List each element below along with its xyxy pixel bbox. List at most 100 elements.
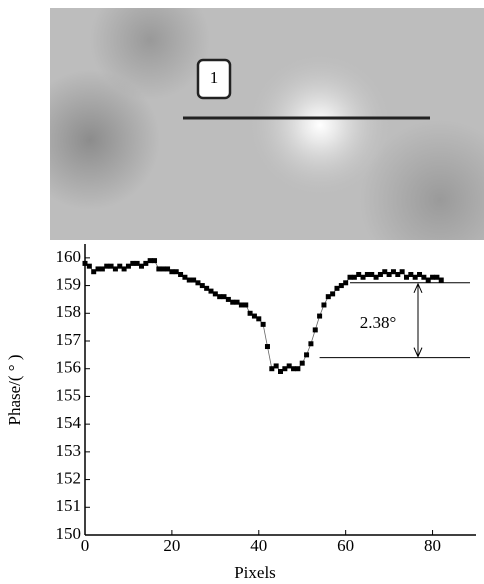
data-point [295, 366, 301, 372]
data-point [403, 274, 409, 280]
data-point [321, 302, 327, 308]
y-tick-label: 155 [56, 385, 82, 404]
data-point [147, 258, 153, 264]
data-point [152, 258, 158, 264]
data-point [178, 271, 184, 277]
data-point [395, 271, 401, 277]
data-point [278, 368, 283, 374]
data-point [195, 280, 201, 286]
arrow-head [413, 347, 423, 358]
data-point [82, 260, 88, 266]
data-point [282, 366, 288, 372]
data-point [425, 277, 431, 283]
data-point [264, 344, 270, 350]
data-point [273, 363, 279, 369]
data-point [238, 302, 244, 308]
data-point [191, 277, 197, 283]
data-point [204, 285, 210, 291]
x-tick-label: 60 [337, 536, 354, 555]
x-tick-label: 0 [81, 536, 90, 555]
data-point [156, 266, 162, 272]
y-tick-label: 160 [56, 247, 82, 266]
data-point [104, 263, 110, 269]
data-point [243, 302, 249, 308]
x-tick-label: 40 [250, 536, 267, 555]
data-point [417, 271, 423, 277]
data-point [182, 274, 188, 280]
data-point [343, 280, 349, 286]
data-point [117, 263, 123, 269]
data-point [165, 266, 171, 272]
y-tick-label: 151 [56, 496, 82, 515]
data-point [251, 313, 257, 319]
data-point [360, 274, 366, 280]
data-point [225, 296, 231, 302]
x-axis-label: Pixels [234, 563, 276, 582]
data-point [286, 363, 292, 369]
data-point [86, 263, 92, 269]
data-point [99, 266, 105, 272]
data-point [377, 271, 383, 277]
data-point [308, 341, 314, 347]
data-point [351, 274, 357, 280]
x-tick-label: 80 [424, 536, 441, 555]
data-point [130, 260, 136, 266]
data-point [412, 274, 418, 280]
data-point [369, 271, 375, 277]
data-point [108, 263, 114, 269]
data-point [330, 291, 336, 297]
data-point [334, 285, 340, 291]
data-point [421, 274, 427, 280]
data-point [212, 291, 218, 297]
photo-label: 1 [210, 68, 219, 87]
data-point [247, 310, 253, 316]
data-point [312, 327, 318, 333]
data-point [112, 266, 118, 272]
data-point [160, 266, 166, 272]
y-tick-label: 154 [56, 413, 82, 432]
data-point [143, 260, 149, 266]
data-point [304, 352, 310, 358]
y-tick-label: 157 [56, 330, 82, 349]
data-point [291, 366, 297, 372]
data-point [438, 277, 444, 283]
data-point [364, 271, 370, 277]
y-tick-label: 150 [56, 524, 82, 543]
y-tick-label: 153 [56, 441, 82, 460]
data-point [338, 283, 344, 289]
y-tick-label: 158 [56, 302, 82, 321]
data-point [382, 269, 388, 275]
data-point [269, 366, 275, 372]
y-tick-label: 152 [56, 468, 82, 487]
data-point [234, 299, 240, 305]
data-point [125, 263, 131, 269]
data-point [208, 288, 214, 294]
data-point [299, 360, 305, 366]
data-point [95, 266, 101, 272]
data-point [260, 321, 266, 327]
y-tick-label: 156 [56, 358, 82, 377]
data-point [325, 294, 331, 300]
data-point [356, 271, 362, 277]
data-point [221, 294, 227, 300]
data-point [199, 283, 205, 289]
data-point [434, 274, 440, 280]
data-point [91, 269, 97, 275]
x-tick-label: 20 [163, 536, 180, 555]
data-point [317, 313, 323, 319]
data-point [121, 266, 127, 272]
data-point [347, 274, 353, 280]
data-point [169, 269, 175, 275]
data-point [408, 271, 414, 277]
y-tick-label: 159 [56, 274, 82, 293]
data-point [373, 274, 379, 280]
photo: 1 [50, 8, 484, 240]
y-axis-label: Phase/( ° ) [5, 354, 24, 425]
data-point [186, 277, 192, 283]
data-point [386, 271, 392, 277]
data-point [399, 269, 405, 275]
data-point [138, 263, 144, 269]
data-point [230, 299, 236, 305]
annotation: 2.38° [360, 313, 397, 332]
